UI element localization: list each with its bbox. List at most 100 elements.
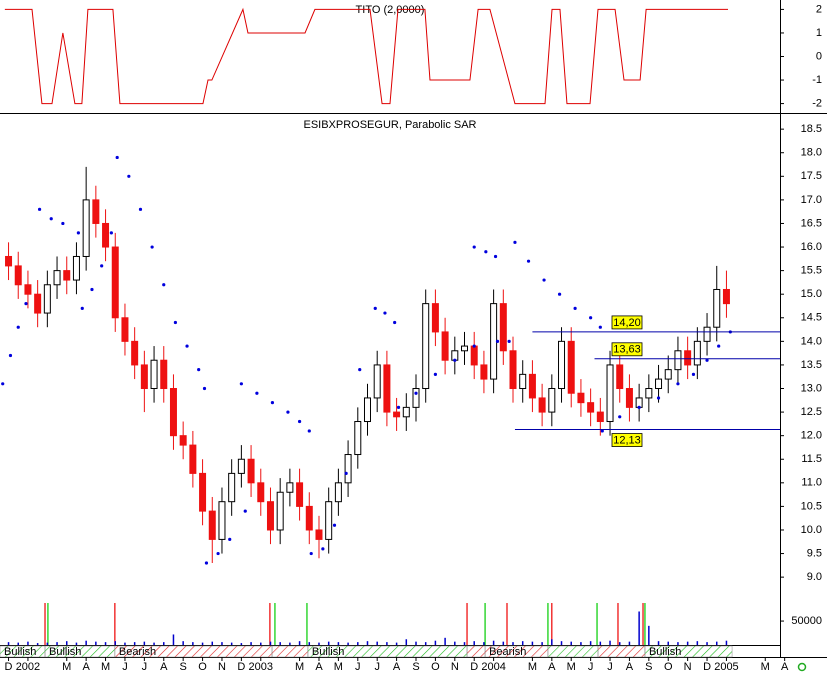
volume-bar [27, 641, 29, 645]
trend-band [271, 645, 309, 658]
candle-body [470, 345, 478, 366]
candle-body [150, 359, 158, 390]
sar-dot [76, 231, 80, 235]
sar-dot [495, 339, 500, 343]
candle-body [499, 303, 507, 352]
candle-body [325, 501, 333, 540]
sar-dot [100, 264, 104, 268]
x-tick-label: M [101, 661, 110, 673]
volume-bar [95, 641, 97, 645]
volume-bar [609, 640, 611, 645]
volume-bar [560, 641, 563, 645]
candle-body [102, 222, 110, 248]
candle-body [664, 369, 672, 380]
candle-body [625, 388, 633, 408]
volume-bar [667, 641, 669, 645]
candle-body [402, 406, 410, 418]
y-tick-label: 15.5 [801, 265, 822, 277]
volume-bar [327, 641, 330, 645]
candle-body [179, 435, 187, 446]
level-label: 13,63 [613, 344, 641, 356]
y-tick-label: 18.5 [801, 123, 822, 135]
volume-bar [570, 641, 572, 645]
candle-body [82, 199, 90, 257]
sar-dot [197, 368, 201, 372]
volume-bar [250, 642, 252, 645]
x-tick-label: 2005 [714, 661, 738, 673]
x-tick-label: A [781, 661, 789, 673]
trend-band [597, 645, 646, 658]
sar-dot [453, 358, 457, 362]
x-tick-label: D [5, 661, 13, 673]
volume-bar [318, 642, 320, 645]
volume-bar [444, 637, 446, 645]
x-tick-label: D [237, 661, 245, 673]
x-tick-label: J [607, 661, 613, 673]
volume-bar [638, 611, 640, 645]
y-tick-label: 2 [816, 3, 822, 15]
volume-bar [230, 642, 233, 645]
trend-band [547, 645, 599, 658]
panel-title: TITO (2,0000) [356, 4, 425, 16]
x-tick-label: S [645, 661, 652, 673]
volume-bar [386, 642, 388, 645]
sar-dot [90, 287, 94, 292]
candle-body [296, 482, 304, 507]
trend-label: Bullish [49, 646, 81, 658]
level-label: 14,20 [613, 317, 641, 329]
volume-bar [172, 634, 175, 645]
x-tick-label: M [334, 661, 343, 673]
trend-band [466, 645, 486, 658]
candle-body [72, 255, 80, 281]
sar-dot [185, 344, 189, 348]
sar-dot [8, 353, 13, 358]
candle-body [218, 501, 226, 540]
sar-dot [396, 405, 401, 409]
volume-bar [124, 642, 126, 645]
candle-body [247, 458, 255, 484]
candle-body [383, 364, 391, 413]
candle-body [480, 364, 488, 380]
trend-band [644, 645, 733, 658]
y-tick-label: 12.0 [801, 430, 822, 442]
y-tick-label: 14.0 [801, 335, 822, 347]
sar-dot [138, 207, 143, 211]
sar-dot [472, 245, 476, 249]
sar-dot [373, 306, 377, 310]
sar-dot [162, 283, 166, 287]
sar-dot [691, 372, 696, 376]
candle-body [92, 199, 100, 224]
y-tick-label: 10.0 [801, 524, 822, 536]
x-tick-label: 2004 [481, 661, 505, 673]
volume-bar [269, 641, 272, 645]
candle-body [645, 388, 653, 399]
volume-bar [405, 639, 408, 645]
volume-bar [502, 641, 505, 645]
volume-bar [347, 642, 349, 645]
candle-body [548, 388, 556, 413]
volume-bar [677, 642, 679, 645]
x-tick-label: N [218, 661, 226, 673]
volume-bar [686, 641, 689, 645]
volume-bar [725, 640, 728, 645]
volume-bar [182, 641, 184, 645]
volume-bar [696, 641, 699, 645]
candle-body [713, 288, 721, 328]
y-tick-label: 13.0 [801, 382, 822, 394]
volume-bar [473, 641, 475, 645]
candle-body [276, 491, 284, 531]
volume-bar [357, 642, 359, 645]
sar-dot [598, 325, 602, 329]
x-tick-label: A [160, 661, 168, 673]
sar-dot [589, 316, 593, 320]
candle-body [111, 246, 119, 319]
trend-label: Bearish [489, 646, 526, 658]
volume-bar [240, 643, 243, 645]
volume-bar [17, 642, 19, 645]
candle-body [674, 350, 682, 371]
sar-dot [676, 382, 680, 386]
volume-bar [308, 642, 311, 645]
sar-dot [321, 547, 325, 551]
sar-dot [127, 174, 131, 178]
candle-body [24, 284, 32, 295]
